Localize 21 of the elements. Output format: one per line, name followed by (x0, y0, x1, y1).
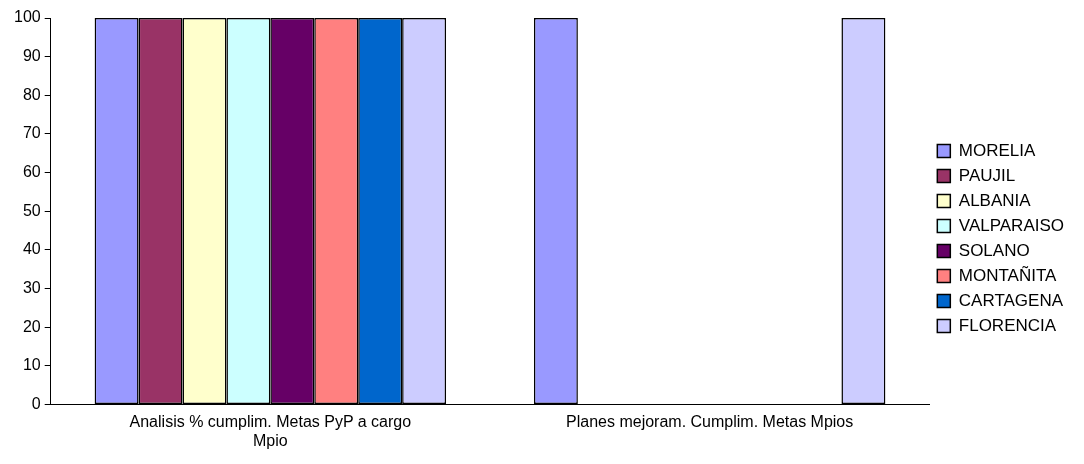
y-tick-label: 70 (22, 124, 41, 142)
legend-label: SOLANO (958, 240, 1030, 260)
x-tick-label: Analisis % cumplim. Metas PyP a cargo Mpio (129, 412, 412, 449)
legend-label: PAUJIL (958, 165, 1016, 185)
x-tick-label: Planes mejoram. Cumplim. Metas Mpios (566, 412, 854, 430)
y-tick-label: 50 (22, 201, 41, 219)
legend-label: MONTAÑITA (958, 265, 1058, 285)
y-tick-label: 30 (22, 279, 41, 297)
y-tick-label: 60 (22, 163, 41, 181)
y-tick-label: 40 (22, 240, 41, 258)
legend-label: CARTAGENA (958, 290, 1064, 310)
legend-label: VALPARAISO (958, 215, 1064, 235)
y-tick-label: 20 (22, 317, 41, 335)
y-tick-label: 100 (13, 8, 41, 26)
legend-label: MORELIA (958, 140, 1036, 160)
legend-label: FLORENCIA (958, 315, 1057, 335)
y-tick-label: 80 (22, 85, 41, 103)
y-tick-label: 0 (31, 395, 41, 413)
y-tick-label: 10 (22, 356, 41, 374)
legend-label: ALBANIA (958, 190, 1032, 210)
y-tick-label: 90 (22, 47, 41, 65)
